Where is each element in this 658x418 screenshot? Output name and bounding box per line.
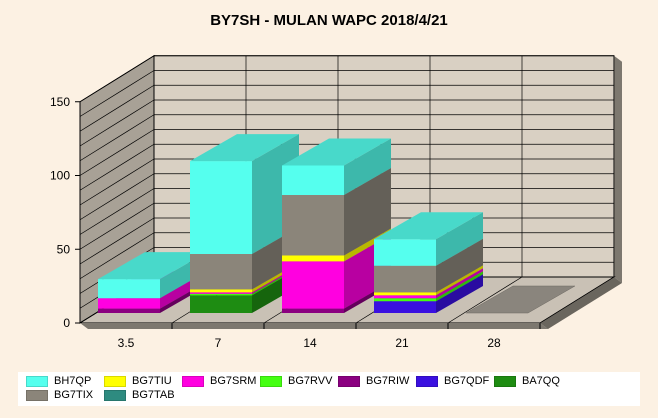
legend-label: BH7QP — [54, 375, 92, 388]
legend-item: BG7RIW — [338, 374, 409, 388]
bar-BG7SRM-3.5 — [98, 298, 160, 309]
bar-BG7TIX-21 — [374, 265, 436, 293]
floor-line — [447, 276, 523, 324]
bar-BH7QP-14-top — [282, 138, 391, 166]
floor-edge — [80, 323, 548, 329]
x-tick-label: 3.5 — [118, 336, 135, 350]
bar-BG7QDF-21-side — [436, 274, 483, 313]
chart-title: BY7SH - MULAN WAPC 2018/4/21 — [210, 12, 448, 29]
bar-BG7RIW-14 — [282, 308, 344, 313]
gridline-side — [79, 173, 155, 221]
legend: BH7QP BG7TIU BG7SRM BG7RVV BG7RIW BG7QDF BA7QQ… — [18, 372, 640, 406]
x-tick-label: 14 — [303, 336, 317, 350]
bar-BH7QP-14-side — [344, 138, 391, 195]
legend-label: BA7QQ — [522, 375, 560, 388]
legend-swatch — [338, 375, 360, 387]
gridline-side — [79, 99, 155, 147]
legend-label: BG7RVV — [288, 375, 333, 388]
x-tick-label: 7 — [215, 336, 222, 350]
legend-swatch — [104, 375, 126, 387]
legend-label: BG7RIW — [366, 375, 410, 388]
gridline-side — [79, 55, 155, 103]
gridline-side — [79, 84, 155, 132]
bar-BG7RVV-21-side — [436, 271, 483, 302]
y-tick-label: 0 — [63, 316, 70, 330]
bar-BG7RVV-7 — [190, 293, 252, 296]
legend-swatch — [182, 375, 204, 387]
bar-BG7TIX-14-side — [344, 168, 391, 256]
bar-BG7QDF-21 — [374, 301, 436, 313]
x-tick-label: 28 — [487, 336, 501, 350]
gridline-side — [79, 217, 155, 265]
gridline-side — [79, 188, 155, 235]
back-wall-shadow — [614, 55, 622, 283]
floor-line — [539, 276, 615, 324]
gridline-side — [79, 158, 155, 206]
legend-item: BG7SRM — [182, 374, 256, 388]
bar-BG7TIX-14 — [282, 195, 344, 256]
bar-BG7TIX-21-side — [436, 238, 483, 293]
bar-BA7QQ-7 — [190, 295, 252, 313]
x-tick-label: 21 — [395, 336, 409, 350]
floor-edge-side — [540, 277, 622, 329]
bar-BG7TIX-7 — [190, 254, 252, 290]
legend-swatch — [26, 389, 48, 401]
legend-item: BG7QDF — [416, 374, 489, 388]
legend-swatch — [494, 375, 516, 387]
bar-BH7QP-21-side — [436, 212, 483, 266]
legend-item: BG7TIX — [26, 388, 93, 402]
bar-BH7QP-7-top — [190, 134, 299, 162]
bar-BG7RIW-3.5 — [98, 308, 160, 313]
bar-BG7SRM-14 — [282, 261, 344, 309]
gridline-side — [79, 232, 155, 280]
gridline-side — [79, 143, 155, 191]
bar-BH7QP-7 — [190, 161, 252, 254]
legend-item: BG7RVV — [260, 374, 332, 388]
gridline-side — [79, 114, 155, 162]
legend-label: BG7TIX — [54, 389, 94, 402]
y-tick-label: 50 — [57, 242, 71, 256]
bar-BH7QP-21 — [374, 239, 436, 266]
legend-label: BG7SRM — [210, 375, 257, 388]
legend-item: BA7QQ — [494, 374, 560, 388]
legend-swatch — [26, 375, 48, 387]
legend-item: BH7QP — [26, 374, 91, 388]
legend-item: BG7TIU — [104, 374, 172, 388]
y-tick-label: 100 — [50, 169, 70, 183]
bar-BG7RVV-21 — [374, 298, 436, 302]
bar-BG7TIU-21 — [374, 292, 436, 296]
legend-swatch — [416, 375, 438, 387]
bar-BH7QP-3.5 — [98, 279, 160, 299]
bar-BG7SRM-21-side — [436, 268, 483, 299]
gridline-side — [79, 70, 155, 117]
legend-label: BG7QDF — [444, 375, 490, 388]
legend-swatch — [260, 375, 282, 387]
legend-label: BG7TAB — [132, 389, 175, 402]
bar-BG7SRM-7 — [190, 292, 252, 294]
bar-BH7QP-3.5-top — [98, 252, 207, 280]
bar-BH7QP-21-top — [374, 212, 483, 240]
gridline-side — [79, 202, 155, 250]
bar-BG7SRM-21 — [374, 295, 436, 299]
bar-BG7TIU-7 — [190, 289, 252, 293]
bar-empty-28 — [465, 285, 576, 314]
legend-item: BG7TAB — [104, 388, 175, 402]
gridline-side — [79, 129, 155, 176]
legend-label: BG7TIU — [132, 375, 172, 388]
bar-BG7TIU-21-side — [436, 265, 483, 296]
legend-swatch — [104, 389, 126, 401]
y-tick-label: 150 — [50, 95, 70, 109]
bar-BH7QP-14 — [282, 165, 344, 195]
bar-BG7TIU-14 — [282, 255, 344, 262]
